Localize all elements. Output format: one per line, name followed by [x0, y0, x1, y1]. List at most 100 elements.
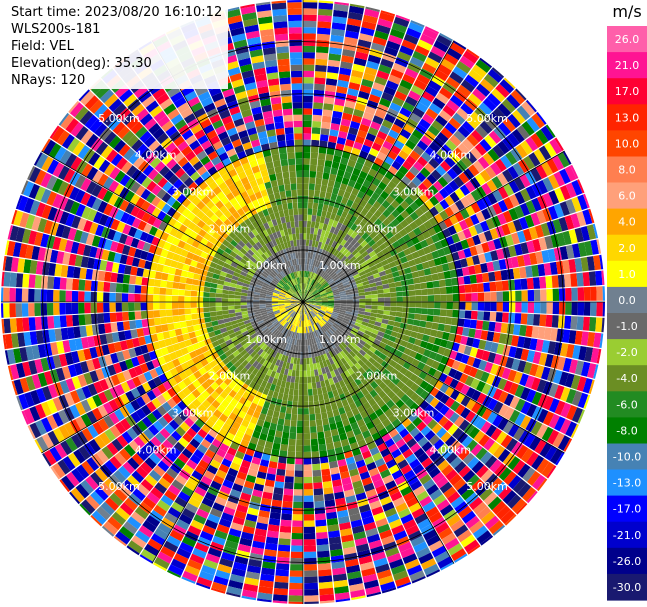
- radar-gate: [374, 385, 383, 394]
- radar-gate: [374, 76, 388, 86]
- radar-gate: [453, 260, 462, 269]
- radar-gate: [59, 290, 66, 302]
- radar-gate: [365, 305, 372, 309]
- radar-gate: [184, 296, 191, 302]
- radar-gate: [540, 125, 554, 141]
- radar-gate: [315, 302, 322, 304]
- radar-gate: [303, 164, 310, 171]
- radar-gate: [3, 303, 10, 318]
- radar-gate: [222, 479, 234, 489]
- radar-gate: [240, 292, 248, 297]
- radar-gate: [179, 276, 187, 284]
- radar-gate: [104, 323, 112, 334]
- radar-gate: [409, 427, 421, 438]
- radar-gate: [436, 132, 449, 144]
- radar-gate: [269, 383, 276, 392]
- radar-gate: [316, 425, 324, 433]
- radar-gate: [497, 213, 507, 225]
- radar-gate: [428, 511, 443, 524]
- radar-gate: [389, 518, 403, 530]
- radar-gate: [238, 465, 249, 475]
- radar-gate: [353, 336, 361, 343]
- radar-gate: [163, 540, 179, 553]
- radar-gate: [444, 386, 455, 397]
- radar-gate: [121, 293, 129, 302]
- radar-gate: [425, 274, 433, 282]
- radar-gate: [555, 452, 565, 466]
- radar-gate: [318, 288, 325, 293]
- radar-gate: [379, 327, 387, 333]
- radar-gate: [334, 298, 341, 301]
- radar-gate: [184, 302, 191, 309]
- radar-gate: [428, 102, 442, 115]
- radar-gate: [382, 314, 390, 320]
- radar-gate: [340, 231, 347, 239]
- radar-gate: [454, 553, 468, 563]
- radar-gate: [303, 495, 314, 502]
- radar-gate: [434, 401, 445, 412]
- radar-gate: [277, 392, 284, 400]
- radar-gate: [389, 311, 397, 317]
- radar-gate: [228, 579, 244, 590]
- radar-gate: [338, 335, 345, 342]
- radar-gate: [207, 513, 221, 524]
- radar-gate: [405, 215, 414, 225]
- radar-gate: [321, 412, 328, 420]
- radar-gate: [427, 259, 436, 268]
- radar-gate: [450, 456, 463, 469]
- radar-gate: [463, 275, 471, 285]
- radar-gate: [283, 425, 290, 433]
- radar-gate: [451, 164, 463, 176]
- radar-gate: [505, 234, 514, 247]
- radar-gate: [182, 570, 198, 582]
- radar-gate: [431, 250, 440, 259]
- radar-gate: [345, 289, 352, 293]
- radar-gate: [465, 205, 476, 217]
- radar-gate: [356, 254, 364, 262]
- radar-gate: [221, 458, 232, 468]
- radar-gate: [405, 155, 417, 166]
- radar-gate: [324, 430, 332, 438]
- radar-gate: [316, 314, 322, 320]
- radar-gate: [367, 127, 379, 137]
- radar-gate: [526, 240, 535, 253]
- radar-gate: [514, 279, 522, 290]
- radar-gate: [332, 376, 339, 384]
- radar-gate: [470, 111, 484, 125]
- radar-gate: [34, 275, 42, 289]
- radar-gate: [338, 325, 345, 332]
- radar-gate: [275, 430, 283, 438]
- radar-gate: [198, 459, 210, 470]
- radar-gate: [354, 377, 362, 386]
- radar-gate: [339, 183, 348, 191]
- radar-gate: [397, 508, 411, 519]
- radar-gate: [391, 376, 401, 386]
- radar-gate: [172, 315, 180, 323]
- radar-gate: [413, 541, 428, 553]
- radar-gate: [397, 180, 407, 191]
- radar-gate: [438, 220, 448, 231]
- radar-gate: [348, 319, 356, 325]
- radar-gate: [459, 184, 471, 196]
- radar-gate: [596, 286, 603, 301]
- radar-gate: [352, 293, 359, 297]
- radar-gate: [327, 307, 334, 310]
- radar-gate: [196, 291, 204, 297]
- radar-gate: [402, 448, 414, 459]
- radar-gate: [304, 270, 307, 278]
- radar-gate: [310, 146, 319, 153]
- radar-gate: [466, 48, 480, 59]
- radar-gate: [190, 302, 197, 308]
- radar-gate: [442, 81, 457, 95]
- radar-gate: [500, 269, 508, 281]
- radar-gate: [415, 295, 422, 302]
- radar-gate: [140, 302, 147, 311]
- radar-gate: [437, 459, 450, 472]
- radar-gate: [303, 445, 311, 452]
- radar-gate: [358, 349, 367, 357]
- radar-gate: [333, 322, 340, 328]
- radar-gate: [190, 308, 198, 314]
- radar-gate: [481, 350, 491, 362]
- radar-gate: [40, 303, 48, 316]
- radar-gate: [272, 357, 278, 365]
